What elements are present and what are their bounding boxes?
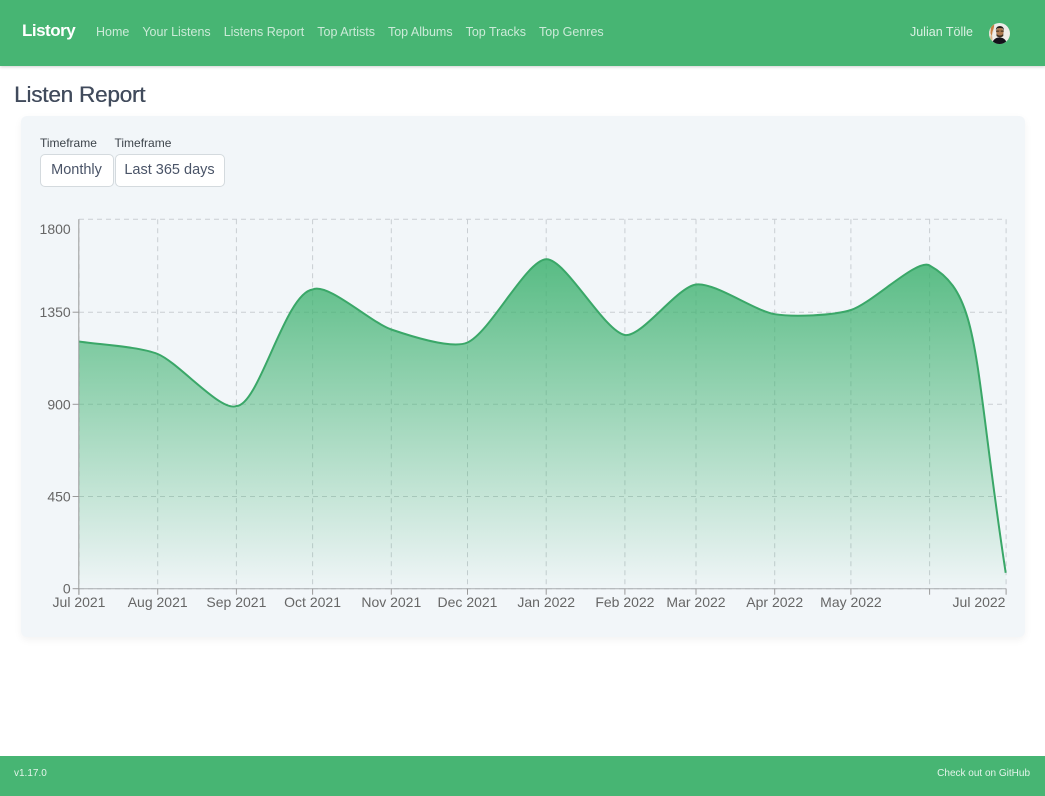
svg-text:450: 450	[47, 489, 71, 505]
svg-text:Oct 2021: Oct 2021	[284, 594, 341, 610]
svg-text:Aug 2021: Aug 2021	[128, 594, 188, 610]
svg-text:Jul 2022: Jul 2022	[953, 594, 1006, 610]
svg-text:Mar 2022: Mar 2022	[666, 594, 725, 610]
svg-text:Jul 2021: Jul 2021	[53, 594, 106, 610]
svg-text:Nov 2021: Nov 2021	[361, 594, 421, 610]
svg-text:Sep 2021: Sep 2021	[206, 594, 266, 610]
svg-text:1350: 1350	[40, 304, 71, 320]
svg-text:Feb 2022: Feb 2022	[595, 594, 654, 610]
svg-text:1800: 1800	[40, 221, 71, 237]
svg-text:Apr 2022: Apr 2022	[746, 594, 803, 610]
svg-text:Dec 2021: Dec 2021	[438, 594, 498, 610]
svg-text:May 2022: May 2022	[820, 594, 882, 610]
svg-text:900: 900	[47, 396, 71, 412]
svg-text:0: 0	[63, 581, 71, 597]
svg-text:Jan 2022: Jan 2022	[517, 594, 575, 610]
